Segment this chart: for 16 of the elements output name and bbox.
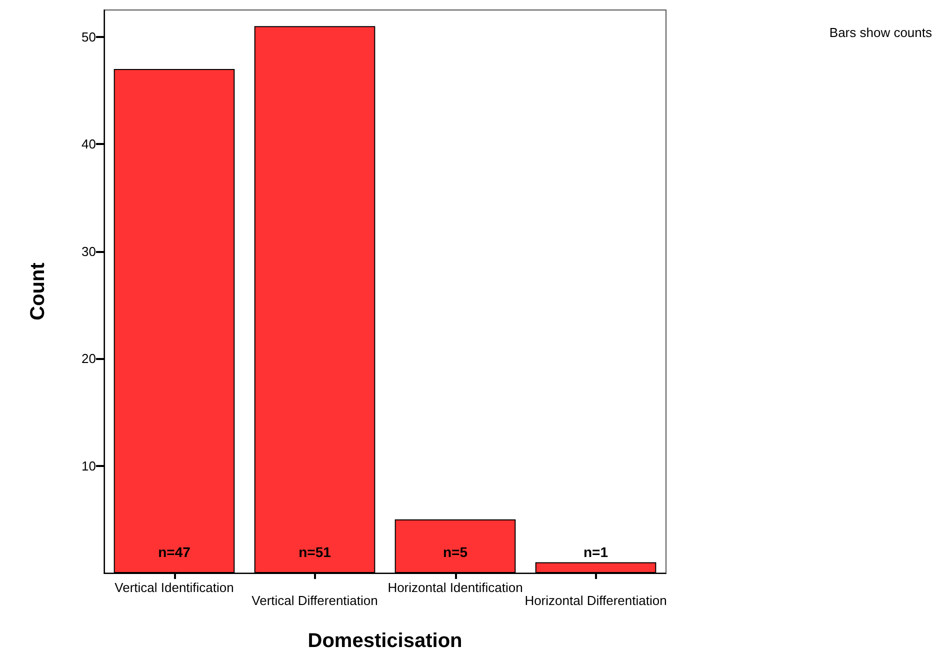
y-tick-label: 40 [82, 136, 96, 152]
y-axis-title: Count [27, 262, 49, 320]
x-tick-label: Horizontal Identification [388, 580, 523, 595]
x-axis-title: Domesticisation [308, 630, 462, 652]
data-label: n=5 [442, 544, 468, 560]
text: Bars show counts [829, 25, 932, 40]
data-label: n=1 [583, 544, 608, 560]
x-tick-label: Vertical Identification [114, 580, 234, 595]
y-tick-label: 20 [82, 351, 96, 366]
y-tick-label: 50 [82, 29, 96, 44]
x-tick-label: Horizontal Differentiation [524, 593, 667, 608]
data-label: n=47 [158, 544, 191, 560]
y-tick-label: 30 [82, 244, 96, 259]
x-tick-label: Vertical Differentiation [252, 593, 378, 608]
y-tick-label: 10 [82, 458, 96, 474]
data-label: n=51 [298, 544, 332, 560]
